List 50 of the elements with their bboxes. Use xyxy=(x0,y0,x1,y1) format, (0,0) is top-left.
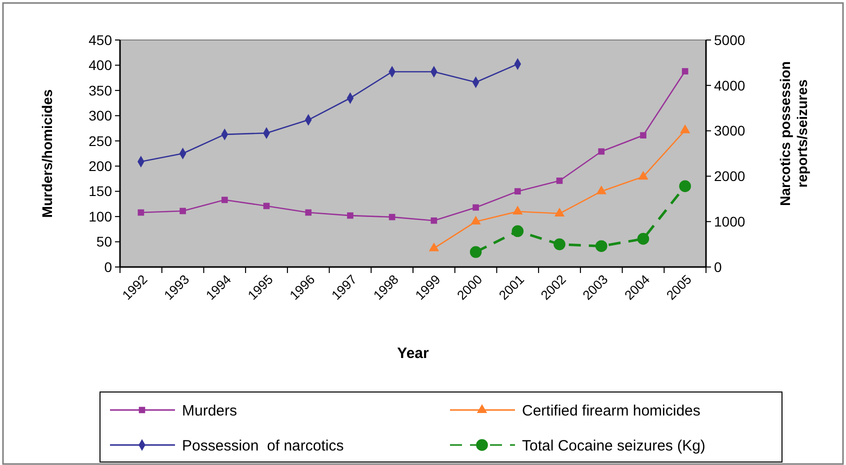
point xyxy=(682,68,688,74)
point xyxy=(637,232,650,245)
point xyxy=(263,202,270,210)
point xyxy=(596,185,606,194)
point xyxy=(347,212,354,219)
point xyxy=(430,217,438,224)
point xyxy=(221,196,228,204)
y2-tick-label: 4000 xyxy=(714,77,746,94)
point xyxy=(598,148,605,155)
point xyxy=(638,170,648,180)
point xyxy=(472,204,479,211)
y2-tick-label: 2000 xyxy=(714,168,746,184)
y-tick-label: 50 xyxy=(96,234,112,250)
point xyxy=(428,242,440,252)
point xyxy=(470,216,481,225)
y-tick-label: 350 xyxy=(88,82,112,98)
point xyxy=(305,209,312,216)
y-tick-label: 100 xyxy=(88,208,112,224)
point xyxy=(388,214,396,220)
point xyxy=(680,124,690,134)
point xyxy=(554,238,566,250)
y-tick-label: 300 xyxy=(88,108,112,124)
point xyxy=(679,180,691,192)
legend-label: Certified firearm homicides xyxy=(522,402,700,420)
legend-label: Possession of narcotics xyxy=(182,437,344,454)
y-tick-label: 150 xyxy=(88,183,112,200)
point xyxy=(514,188,521,194)
y2-tick-label: 0 xyxy=(714,258,722,275)
x-axis-title: Year xyxy=(397,345,430,362)
point xyxy=(512,225,524,238)
point xyxy=(595,240,608,252)
point xyxy=(554,208,565,216)
y-axis-title: Murders/homicides xyxy=(39,89,55,218)
point xyxy=(470,246,482,258)
point xyxy=(556,178,563,184)
y-tick-label: 250 xyxy=(88,132,112,149)
y-tick-label: 450 xyxy=(88,32,112,48)
y-tick-label: 0 xyxy=(104,258,112,275)
y2-axis-title: Narcotics possession reports/seizures xyxy=(777,61,810,206)
y-tick-label: 200 xyxy=(88,158,112,174)
y2-tick-label: 1000 xyxy=(714,214,746,230)
y2-tick-label: 3000 xyxy=(714,122,746,139)
point xyxy=(138,209,144,216)
point xyxy=(640,132,646,139)
y2-tick-label: 5000 xyxy=(714,32,746,48)
point xyxy=(180,208,186,214)
legend-label: Total Cocaine seizures (Kg) xyxy=(522,437,706,454)
legend-label: Murders xyxy=(182,402,238,420)
y-tick-label: 400 xyxy=(88,57,112,74)
point xyxy=(512,206,523,214)
